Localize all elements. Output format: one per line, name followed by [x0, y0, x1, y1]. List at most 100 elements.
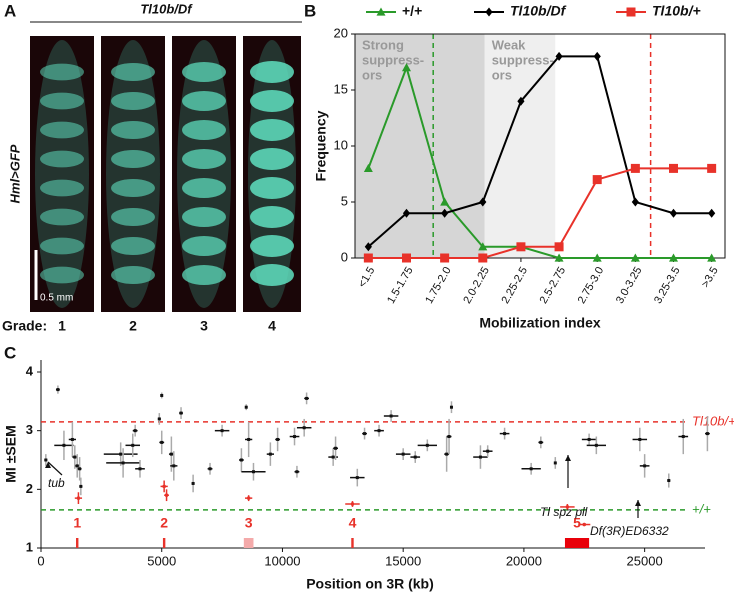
marker	[364, 242, 372, 252]
point	[244, 405, 248, 409]
point	[594, 443, 598, 447]
point	[75, 464, 79, 468]
gfp-band	[182, 178, 226, 198]
marker	[363, 163, 373, 172]
marker	[440, 197, 450, 206]
point	[293, 435, 297, 439]
point	[529, 467, 533, 471]
marker	[669, 208, 678, 218]
x-tick-label: 25000	[627, 553, 663, 568]
marker	[669, 163, 679, 173]
y-tick-label: 3	[26, 422, 33, 437]
point	[179, 411, 183, 415]
point	[445, 452, 449, 456]
point	[539, 440, 543, 444]
gfp-band	[40, 121, 84, 139]
point	[119, 452, 123, 456]
gfp-band	[111, 92, 155, 110]
point	[334, 446, 338, 450]
band	[484, 34, 556, 258]
marker	[401, 63, 411, 72]
marker	[485, 7, 493, 17]
x-tick-label: >3.5	[700, 265, 721, 290]
gfp-band	[40, 92, 84, 110]
point	[295, 470, 299, 474]
x-tick-label: 2.0-2.25	[461, 265, 492, 306]
legend-label: Tl10b/+	[652, 3, 701, 19]
x-tick-label: 15000	[385, 553, 421, 568]
gfp-band	[250, 148, 294, 170]
point	[73, 455, 77, 459]
point	[160, 440, 164, 444]
point	[162, 484, 166, 488]
point	[503, 432, 507, 436]
marker	[592, 175, 602, 185]
x-tick-label: 5000	[147, 553, 176, 568]
marker	[401, 253, 411, 263]
grade: 1	[58, 318, 66, 334]
marker	[630, 163, 640, 173]
legend-label: Tl10b/Df	[510, 3, 567, 19]
arrow-head	[635, 500, 641, 506]
gfp-band	[111, 63, 155, 81]
gfp-band	[182, 236, 226, 256]
point	[70, 437, 74, 441]
marker	[402, 208, 411, 218]
gfp-band	[250, 119, 294, 141]
legend-label: +/+	[402, 3, 422, 19]
gfp-band	[111, 179, 155, 197]
arrow-head	[45, 462, 51, 468]
gfp-band	[182, 120, 226, 140]
region	[76, 538, 79, 548]
y-tick-label: 15	[334, 81, 348, 96]
point	[582, 523, 586, 527]
point	[276, 437, 280, 441]
annotation: Df(3R)ED6332	[590, 524, 669, 538]
point	[268, 452, 272, 456]
gfp-band	[111, 150, 155, 168]
ref-label: +/+	[692, 501, 711, 516]
gfp-band	[40, 150, 84, 168]
y-tick-label: 1	[26, 539, 33, 554]
band-label: ors	[492, 67, 512, 82]
y-tick-label: 5	[341, 193, 348, 208]
x-tick-label: 1.75-2.0	[423, 265, 454, 306]
image-ylabel: Hml>GFP	[7, 144, 22, 203]
marker	[555, 51, 563, 61]
point	[389, 414, 393, 418]
panel-label: B	[304, 1, 316, 20]
point	[401, 452, 405, 456]
gfp-band	[182, 62, 226, 82]
point	[44, 458, 48, 462]
region-label: 4	[349, 515, 357, 531]
point	[363, 432, 367, 436]
series-line	[367, 55, 712, 248]
point	[681, 435, 685, 439]
point	[587, 437, 591, 441]
point	[638, 437, 642, 441]
point	[331, 455, 335, 459]
grade: 2	[129, 318, 137, 334]
x-axis-label: Position on 3R (kb)	[306, 576, 434, 592]
gfp-band	[250, 61, 294, 83]
region-label: 1	[73, 515, 81, 531]
region-label: 3	[245, 515, 253, 531]
panel-label: A	[4, 1, 16, 20]
point	[79, 484, 83, 488]
annotation-arrow	[47, 461, 63, 476]
gfp-band	[111, 208, 155, 226]
point	[350, 502, 354, 506]
band-label: suppress-	[362, 52, 424, 67]
point	[302, 426, 306, 430]
point	[157, 417, 161, 421]
series-line	[367, 64, 712, 259]
marker	[516, 242, 526, 252]
marker	[669, 253, 679, 262]
x-tick-label: 2.75-3.0	[576, 265, 607, 306]
annotation: tub	[48, 476, 65, 490]
marker	[363, 253, 373, 263]
point	[160, 393, 164, 397]
region	[351, 538, 354, 548]
